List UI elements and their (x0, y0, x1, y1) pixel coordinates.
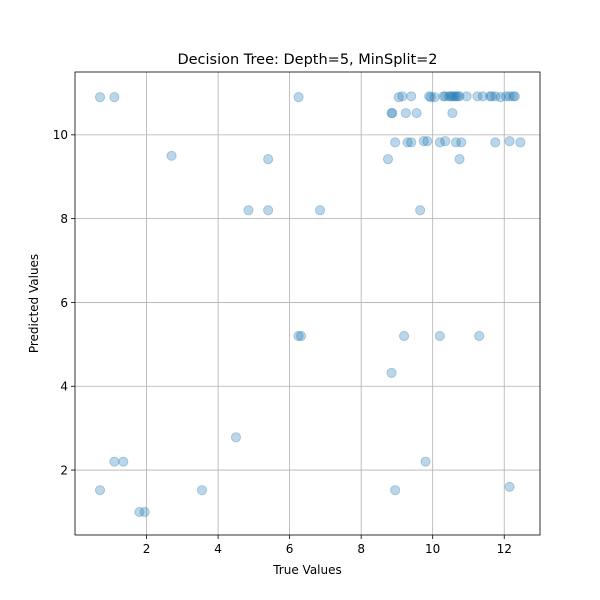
data-point (139, 506, 150, 518)
data-point (509, 91, 521, 102)
data-point (447, 107, 458, 119)
data-point (452, 91, 463, 102)
x-axis-label: True Values (272, 563, 342, 577)
data-point (402, 137, 413, 148)
y-tick-label: 6 (60, 296, 68, 310)
data-point (461, 91, 472, 102)
data-point (243, 205, 254, 216)
data-point (504, 481, 515, 492)
data-point (386, 107, 397, 119)
data-point (434, 330, 445, 342)
data-point (447, 91, 458, 102)
x-tick-label: 6 (286, 542, 294, 556)
plot-frame (74, 71, 541, 536)
y-tick-label: 8 (60, 212, 68, 226)
data-point (382, 154, 394, 165)
data-point (477, 91, 488, 102)
x-tick-label: 12 (497, 542, 512, 556)
data-point (263, 154, 274, 165)
data-point (508, 91, 519, 102)
data-point (450, 137, 462, 148)
data-point (293, 330, 304, 342)
data-point (398, 330, 410, 342)
x-tick-label: 10 (425, 542, 440, 556)
data-point (456, 137, 467, 148)
data-point (454, 91, 465, 102)
data-point (314, 205, 326, 216)
chart-title: Decision Tree: Depth=5, MinSplit=2 (177, 52, 437, 68)
data-point (504, 91, 515, 102)
data-point (443, 91, 454, 102)
data-point (434, 137, 445, 148)
data-point (263, 205, 274, 216)
data-point (486, 91, 497, 102)
x-tick-label: 4 (214, 542, 222, 556)
data-points (94, 91, 526, 518)
data-point (495, 92, 506, 103)
data-point (411, 107, 422, 119)
data-point (293, 92, 304, 103)
data-point (94, 485, 106, 496)
data-point (295, 330, 307, 342)
data-point (440, 91, 451, 102)
data-point (424, 91, 435, 102)
data-point (109, 456, 120, 467)
y-axis-ticks: 2 4 6 8 10 (53, 128, 75, 477)
data-point (393, 92, 404, 103)
data-point (420, 456, 431, 467)
data-point (504, 136, 515, 147)
x-tick-label: 2 (143, 542, 151, 556)
data-point (166, 150, 177, 161)
data-point (400, 107, 411, 119)
data-point (397, 91, 408, 102)
data-point (425, 92, 437, 103)
data-point (390, 485, 401, 496)
data-point (490, 137, 501, 148)
data-point (484, 91, 496, 102)
data-point (422, 136, 433, 147)
y-tick-label: 10 (53, 128, 68, 142)
data-point (386, 367, 397, 378)
data-point (415, 205, 426, 216)
data-point (429, 92, 440, 103)
data-point (440, 136, 451, 147)
data-point (230, 432, 242, 443)
x-axis-ticks: 2 4 6 8 10 12 (143, 535, 512, 556)
data-point (134, 506, 145, 518)
data-point (445, 91, 456, 102)
data-point (390, 137, 401, 148)
data-point (500, 91, 512, 102)
data-point (438, 91, 449, 102)
y-tick-label: 4 (60, 380, 68, 394)
data-point (472, 91, 483, 102)
y-tick-label: 2 (60, 463, 68, 477)
data-point (118, 456, 129, 467)
data-point (490, 91, 501, 102)
data-point (450, 91, 462, 102)
data-point (406, 137, 417, 148)
data-point (449, 91, 460, 102)
data-point (418, 136, 429, 147)
data-point (515, 137, 526, 148)
data-point (454, 154, 465, 165)
data-point (196, 485, 208, 496)
data-point (94, 92, 106, 103)
data-point (109, 92, 120, 103)
data-point (474, 330, 485, 342)
y-axis-label: Predicted Values (27, 254, 41, 353)
data-point (387, 107, 398, 119)
data-point (406, 91, 417, 102)
x-tick-label: 8 (357, 542, 365, 556)
grid (75, 72, 540, 535)
